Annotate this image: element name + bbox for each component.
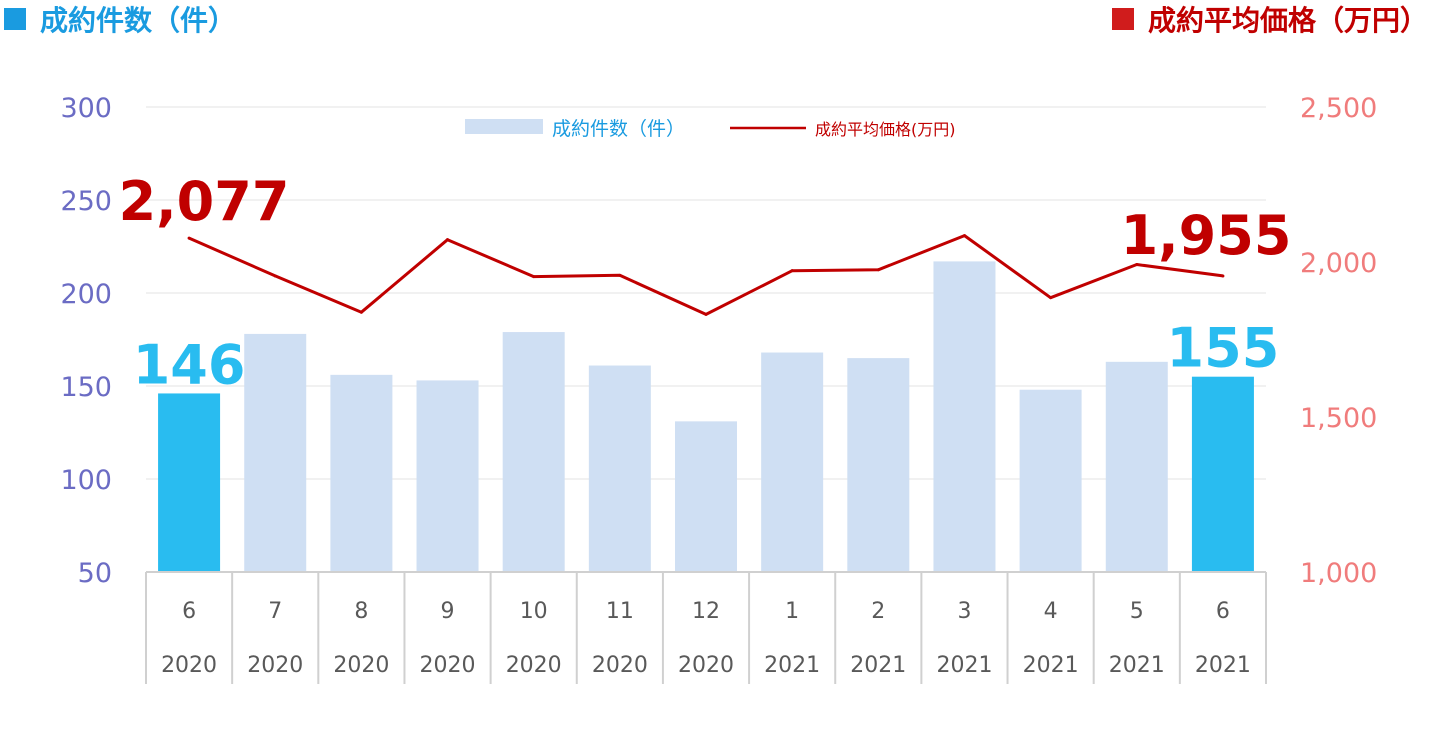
bar [933,261,996,572]
category-month-label: 1 [785,599,799,624]
left-tick-label: 100 [60,465,112,496]
category-month-label: 5 [1130,599,1144,624]
price-point [876,268,880,272]
legend-bar-swatch [465,119,543,134]
price-point [962,234,966,238]
category-year-label: 2021 [1023,653,1079,678]
legend: 成約件数（件） 成約平均価格(万円) [465,118,956,140]
left-tick-label: 50 [78,558,112,589]
category-year-label: 2020 [506,653,562,678]
bar-highlight [158,393,221,572]
bar [330,374,393,572]
price-point [1049,296,1053,300]
right-tick-label: 1,000 [1300,558,1377,589]
price-point [532,275,536,279]
line-series [187,234,1225,316]
category-axis-frame [145,571,1267,684]
price-line [188,234,1224,316]
bar-last-value-label: 155 [1167,317,1280,380]
category-year-label: 2020 [161,653,217,678]
right-tick-label: 2,000 [1300,248,1377,279]
legend-bar-label: 成約件数（件） [552,118,685,140]
price-point [790,269,794,273]
right-tick-label: 1,500 [1300,403,1377,434]
bar [502,332,565,572]
bar [588,365,651,572]
price-point [1135,262,1139,266]
left-tick-label: 150 [60,372,112,403]
bar [761,352,824,572]
right-title-marker-icon [1112,8,1134,30]
price-point [618,273,622,277]
line-first-value-label: 2,077 [119,170,290,233]
right-tick-label: 2,500 [1300,93,1377,124]
category-labels: 6202072020820209202010202011202012202012… [161,599,1251,678]
category-month-label: 11 [606,599,634,624]
price-point [187,236,191,240]
bar [1019,389,1082,572]
price-point [273,274,277,278]
left-axis-title: 成約件数（件） [40,4,236,37]
category-year-label: 2021 [1109,653,1165,678]
bar-series [158,261,1254,572]
category-month-label: 2 [871,599,885,624]
category-month-label: 10 [520,599,548,624]
legend-line-label: 成約平均価格(万円) [815,120,956,139]
category-year-label: 2021 [936,653,992,678]
bar [244,333,307,572]
bar-first-value-label: 146 [133,333,246,396]
left-title-marker-icon [4,8,26,30]
category-year-label: 2020 [592,653,648,678]
price-point [359,310,363,314]
category-year-label: 2021 [764,653,820,678]
category-year-label: 2020 [247,653,303,678]
category-year-label: 2020 [678,653,734,678]
category-month-label: 7 [268,599,282,624]
category-month-label: 4 [1044,599,1058,624]
price-point [704,312,708,316]
bar [675,421,737,572]
price-point [1221,274,1225,278]
right-axis-title: 成約平均価格（万円） [1148,4,1428,37]
line-last-value-label: 1,955 [1121,204,1292,267]
bar [416,380,479,572]
category-year-label: 2020 [420,653,476,678]
category-month-label: 6 [182,599,196,624]
left-tick-label: 300 [60,93,112,124]
bar-highlight [1191,376,1254,572]
axis-ticks: 50 100 150 200 250 300 1,000 1,500 2,000 2,500 [60,93,1377,589]
category-year-label: 2021 [1195,653,1251,678]
category-year-label: 2020 [333,653,389,678]
left-tick-label: 200 [60,279,112,310]
left-tick-label: 250 [60,186,112,217]
category-month-label: 9 [441,599,455,624]
category-month-label: 12 [692,599,720,624]
category-month-label: 6 [1216,599,1230,624]
bar [1105,361,1168,572]
category-year-label: 2021 [850,653,906,678]
category-month-label: 8 [354,599,368,624]
bar [847,358,910,572]
price-point [446,238,450,242]
category-month-label: 3 [957,599,971,624]
